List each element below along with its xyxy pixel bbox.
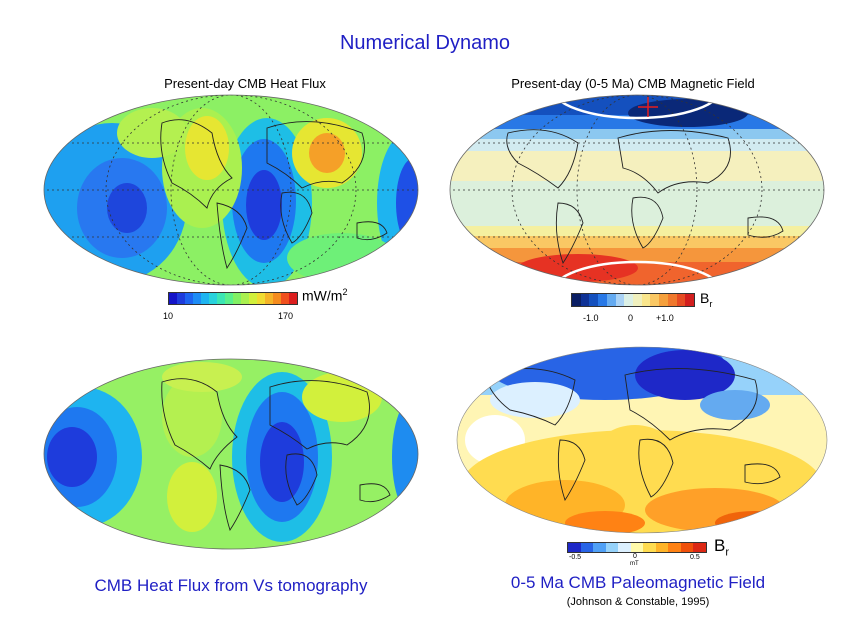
heat-flux-colorbar-swatch bbox=[289, 293, 297, 304]
magnetic-field-colorbar-swatch bbox=[676, 294, 686, 306]
paleomagnetic-tick-zero: 0 bbox=[633, 553, 637, 560]
magnetic-field-colorbar-swatch bbox=[624, 294, 634, 306]
heat-flux-colorbar-swatch bbox=[209, 293, 217, 304]
paleomagnetic-colorbar-swatch bbox=[605, 543, 619, 552]
magnetic-field-colorbar-swatch bbox=[641, 294, 651, 306]
heat-flux-colorbar-swatch bbox=[249, 293, 257, 304]
paleomagnetic-colorbar-swatch bbox=[680, 543, 694, 552]
paleomagnetic-colorbar-swatch bbox=[630, 543, 644, 552]
magnetic-field-colorbar-swatch bbox=[633, 294, 642, 306]
paleomagnetic-colorbar-swatch bbox=[668, 543, 681, 552]
heat-flux-colorbar-swatch bbox=[185, 293, 193, 304]
paleomagnetic-colorbar-swatch bbox=[593, 543, 606, 552]
magnetic-field-colorbar-swatch bbox=[598, 294, 607, 306]
tomography-caption: CMB Heat Flux from Vs tomography bbox=[94, 576, 368, 595]
heat-flux-colorbar-swatch bbox=[281, 293, 289, 304]
paleomagnetic-tick-neg: -0.5 bbox=[569, 554, 582, 561]
magnetic-field-colorbar-swatch bbox=[615, 294, 625, 306]
heat-flux-colorbar-swatch bbox=[241, 293, 249, 304]
page-title: Numerical Dynamo bbox=[339, 32, 511, 54]
paleomagnetic-colorbar-swatch bbox=[693, 543, 707, 552]
magnetic-field-colorbar-swatch bbox=[580, 294, 590, 306]
heat-flux-colorbar-swatch bbox=[201, 293, 209, 304]
magnetic-field-colorbar-swatch bbox=[606, 294, 616, 306]
heat-flux-colorbar-swatch bbox=[257, 293, 265, 304]
heat-flux-colorbar-swatch bbox=[225, 293, 233, 304]
magnetic-field-colorbar bbox=[571, 293, 695, 307]
paleomagnetic-unit-label: Br bbox=[714, 536, 730, 559]
paleomagnetic-citation: (Johnson & Constable, 1995) bbox=[566, 596, 710, 608]
magnetic-field-map bbox=[449, 94, 825, 286]
magnetic-field-colorbar-swatch bbox=[685, 294, 695, 306]
heat-flux-colorbar-swatch bbox=[265, 293, 273, 304]
magnetic-field-tick-neg: -1.0 bbox=[583, 313, 599, 323]
magnetic-field-colorbar-swatch bbox=[650, 294, 660, 306]
magnetic-field-colorbar-swatch bbox=[667, 294, 677, 306]
paleomagnetic-tick-pos: 0.5 bbox=[690, 554, 700, 561]
paleomagnetic-tick-unit: mT bbox=[630, 561, 639, 567]
magnetic-field-tick-pos: +1.0 bbox=[656, 313, 674, 323]
heat-flux-colorbar-swatch bbox=[169, 293, 177, 304]
heat-flux-colorbar-swatch bbox=[273, 293, 281, 304]
heat-flux-map bbox=[43, 94, 419, 286]
magnetic-field-unit-label: Br bbox=[700, 290, 713, 309]
paleomagnetic-caption: 0-5 Ma CMB Paleomagnetic Field bbox=[510, 573, 766, 592]
tomography-heat-flux-map bbox=[43, 358, 419, 550]
heat-flux-tick-max: 170 bbox=[278, 311, 294, 321]
paleomagnetic-colorbar-swatch bbox=[618, 543, 631, 552]
paleomagnetic-colorbar-swatch bbox=[643, 543, 656, 552]
paleomagnetic-colorbar bbox=[567, 542, 707, 553]
magnetic-field-colorbar-swatch bbox=[589, 294, 599, 306]
magnetic-field-colorbar-swatch bbox=[572, 294, 581, 306]
heat-flux-panel-title: Present-day CMB Heat Flux bbox=[164, 76, 326, 91]
paleomagnetic-field-map bbox=[456, 346, 828, 534]
magnetic-field-tick-zero: 0 bbox=[628, 313, 634, 323]
paleomagnetic-colorbar-swatch bbox=[655, 543, 669, 552]
paleomagnetic-colorbar-swatch bbox=[568, 543, 581, 552]
magnetic-field-panel-title: Present-day (0-5 Ma) CMB Magnetic Field bbox=[511, 76, 755, 91]
heat-flux-colorbar-swatch bbox=[233, 293, 241, 304]
heat-flux-colorbar-swatch bbox=[217, 293, 225, 304]
magnetic-field-colorbar-swatch bbox=[659, 294, 668, 306]
heat-flux-unit-label: mW/m2 bbox=[302, 287, 348, 304]
heat-flux-colorbar bbox=[168, 292, 298, 305]
paleomagnetic-colorbar-swatch bbox=[580, 543, 594, 552]
heat-flux-colorbar-swatch bbox=[193, 293, 201, 304]
heat-flux-tick-min: 10 bbox=[163, 311, 174, 321]
heat-flux-colorbar-swatch bbox=[177, 293, 185, 304]
